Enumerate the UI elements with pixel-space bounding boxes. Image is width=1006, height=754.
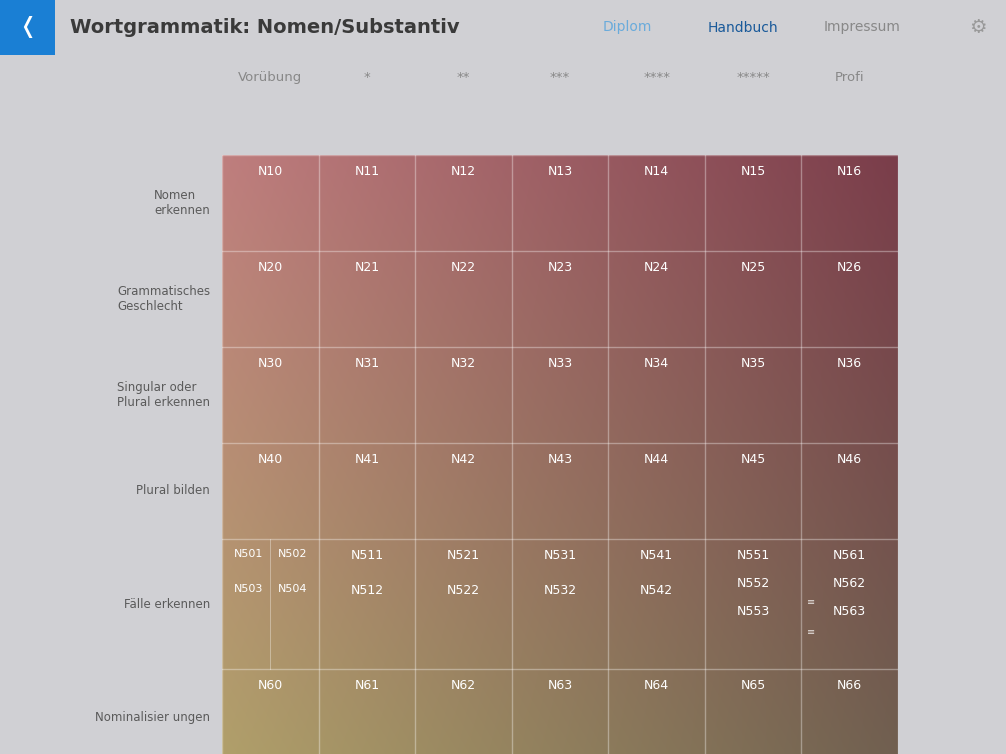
Text: N16: N16 — [837, 165, 862, 178]
Text: N15: N15 — [740, 165, 766, 178]
Text: N40: N40 — [258, 453, 283, 466]
Text: N36: N36 — [837, 357, 862, 370]
Text: N20: N20 — [258, 261, 283, 274]
Text: N563: N563 — [833, 605, 866, 618]
Text: N12: N12 — [451, 165, 476, 178]
Text: N11: N11 — [354, 165, 379, 178]
Text: N512: N512 — [350, 584, 383, 597]
Text: N561: N561 — [833, 549, 866, 562]
Text: N26: N26 — [837, 261, 862, 274]
Text: N22: N22 — [451, 261, 476, 274]
Text: N521: N521 — [447, 549, 480, 562]
Text: N531: N531 — [543, 549, 576, 562]
Text: N13: N13 — [547, 165, 572, 178]
Text: ≡: ≡ — [808, 627, 816, 637]
Text: N522: N522 — [447, 584, 480, 597]
Text: Nominalisier ungen: Nominalisier ungen — [95, 710, 210, 724]
Text: N551: N551 — [736, 549, 770, 562]
Text: *****: ***** — [736, 71, 770, 84]
Text: Vorübung: Vorübung — [238, 71, 303, 84]
Text: N541: N541 — [640, 549, 673, 562]
Text: ⚙: ⚙ — [969, 18, 987, 37]
Text: ≡: ≡ — [808, 597, 816, 607]
Text: Plural bilden: Plural bilden — [136, 485, 210, 498]
Text: N61: N61 — [354, 679, 379, 692]
Text: N10: N10 — [258, 165, 283, 178]
Text: Profi: Profi — [835, 71, 864, 84]
Text: Nomen
erkennen: Nomen erkennen — [154, 189, 210, 217]
Text: N35: N35 — [740, 357, 766, 370]
Text: **: ** — [457, 71, 470, 84]
Text: ❬: ❬ — [18, 17, 37, 38]
Text: N30: N30 — [258, 357, 283, 370]
Text: N504: N504 — [278, 584, 307, 594]
Text: N45: N45 — [740, 453, 766, 466]
Text: N34: N34 — [644, 357, 669, 370]
Text: N66: N66 — [837, 679, 862, 692]
Text: N32: N32 — [451, 357, 476, 370]
Text: N43: N43 — [547, 453, 572, 466]
Text: N60: N60 — [258, 679, 283, 692]
Text: N24: N24 — [644, 261, 669, 274]
Text: N33: N33 — [547, 357, 572, 370]
Text: N65: N65 — [740, 679, 766, 692]
Text: N41: N41 — [354, 453, 379, 466]
Text: ***: *** — [550, 71, 570, 84]
Text: Fälle erkennen: Fälle erkennen — [124, 597, 210, 611]
Text: N64: N64 — [644, 679, 669, 692]
Text: *: * — [363, 71, 370, 84]
Text: Handbuch: Handbuch — [707, 20, 779, 35]
Text: N532: N532 — [543, 584, 576, 597]
Text: ****: **** — [643, 71, 670, 84]
Text: N44: N44 — [644, 453, 669, 466]
Text: N46: N46 — [837, 453, 862, 466]
Text: N511: N511 — [350, 549, 383, 562]
Text: N553: N553 — [736, 605, 770, 618]
FancyBboxPatch shape — [0, 0, 55, 55]
Text: N503: N503 — [233, 584, 263, 594]
Text: N25: N25 — [740, 261, 766, 274]
Text: N21: N21 — [354, 261, 379, 274]
Text: Singular oder
Plural erkennen: Singular oder Plural erkennen — [117, 381, 210, 409]
Text: N42: N42 — [451, 453, 476, 466]
Text: N562: N562 — [833, 577, 866, 590]
Text: N552: N552 — [736, 577, 770, 590]
Text: N502: N502 — [278, 549, 307, 559]
Text: Grammatisches
Geschlecht: Grammatisches Geschlecht — [117, 285, 210, 313]
Text: Impressum: Impressum — [824, 20, 900, 35]
Text: N62: N62 — [451, 679, 476, 692]
Text: Diplom: Diplom — [603, 20, 652, 35]
Text: Wortgrammatik: Nomen/Substantiv: Wortgrammatik: Nomen/Substantiv — [70, 18, 460, 37]
Text: N63: N63 — [547, 679, 572, 692]
Text: N542: N542 — [640, 584, 673, 597]
Text: N31: N31 — [354, 357, 379, 370]
Text: N23: N23 — [547, 261, 572, 274]
Text: N14: N14 — [644, 165, 669, 178]
Text: N501: N501 — [233, 549, 263, 559]
